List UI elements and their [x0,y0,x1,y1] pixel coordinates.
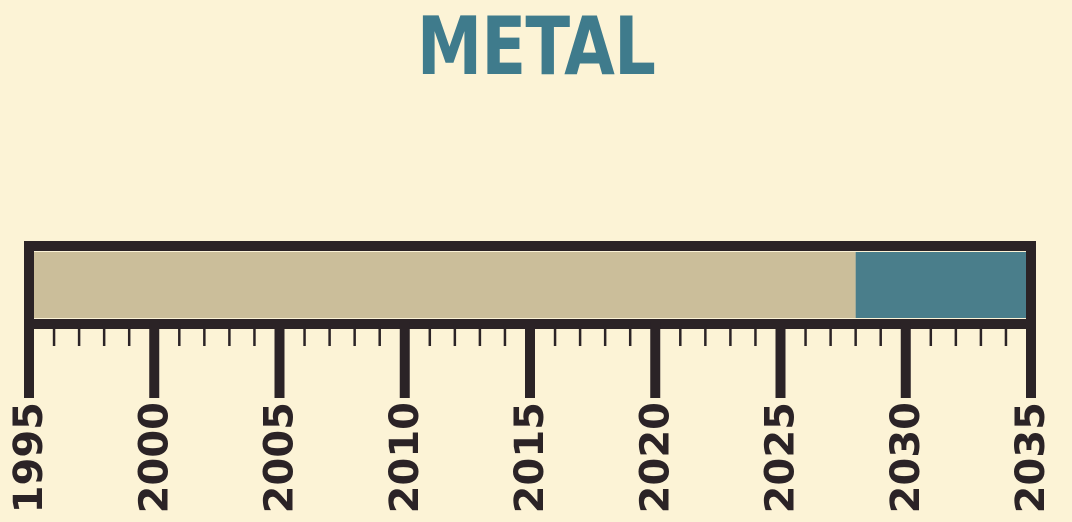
tick-label-2000: 2000 [131,402,177,513]
timeline-segment-remaining [855,252,1031,318]
tick-label-2010: 2010 [382,402,428,513]
tick-label-2020: 2020 [632,402,678,513]
tick-label-2030: 2030 [883,402,929,513]
tick-label-2025: 2025 [758,402,804,513]
chart-title: METAL [416,0,656,93]
tick-label-2035: 2035 [1008,402,1054,513]
tick-label-2005: 2005 [257,402,303,513]
tick-label-2015: 2015 [507,402,553,513]
tick-label-1995: 1995 [6,402,52,513]
timeline-segment-elapsed [29,252,856,318]
